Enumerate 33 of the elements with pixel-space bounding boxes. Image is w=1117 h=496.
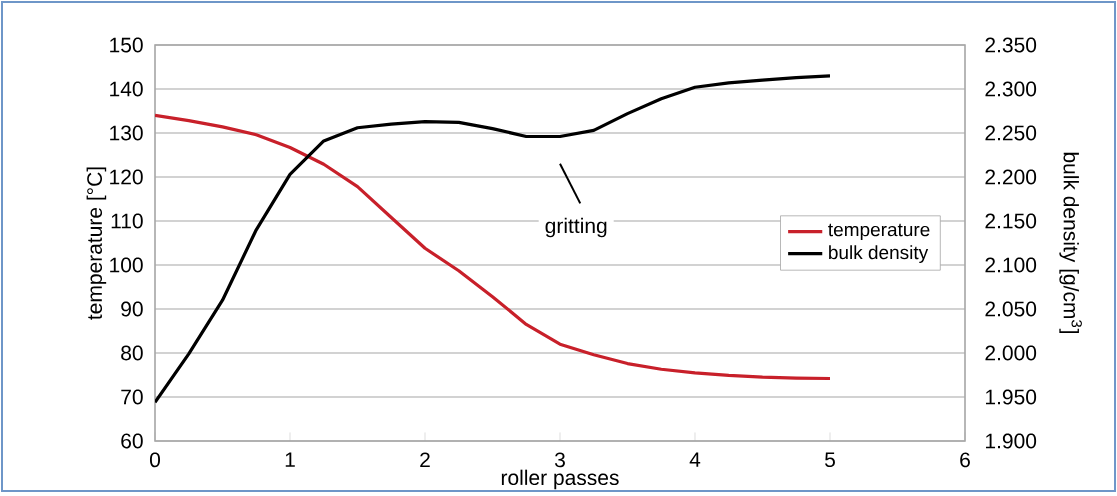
y-tick-label: 90 — [121, 301, 143, 317]
x-tick-label: 5 — [825, 452, 835, 467]
legend-label: temperature — [828, 223, 930, 240]
y-tick-label: 70 — [121, 389, 143, 405]
annotation: gritting — [545, 217, 607, 238]
y2-tick-label: 2.350 — [985, 37, 1037, 53]
legend-label: bulk density — [829, 245, 929, 263]
x-axis-title: roller passes — [501, 469, 619, 490]
x-tick-label: 0 — [149, 452, 161, 468]
y2-tick-label: 1.950 — [986, 389, 1037, 405]
y2-tick-label: 2.000 — [985, 345, 1037, 361]
y-tick-label: 120 — [110, 169, 143, 185]
y-tick-label: 110 — [111, 213, 143, 229]
x-tick-label: 6 — [960, 452, 970, 468]
y-tick-label: 130 — [110, 125, 143, 141]
y-tick-label: 140 — [110, 81, 143, 97]
x-tick-label: 1 — [285, 452, 295, 467]
y-tick-label: 60 — [121, 433, 143, 449]
y2-tick-label: 2.200 — [985, 169, 1037, 185]
y-axis-title: temperature [°C] — [86, 167, 107, 320]
y2-tick-label: 2.250 — [985, 125, 1037, 141]
x-tick-label: 2 — [420, 452, 430, 467]
y2-tick-label: 2.150 — [985, 213, 1037, 229]
x-tick-label: 3 — [554, 452, 565, 468]
y2-axis-title: bulk density [g/cm$^{3}$] — [1059, 152, 1082, 333]
y-tick-label: 100 — [110, 257, 143, 273]
y2-tick-label: 2.100 — [985, 257, 1037, 273]
y2-tick-label: 2.050 — [985, 301, 1037, 317]
y2-tick-label: 1.900 — [986, 433, 1037, 449]
y-tick-label: 80 — [121, 345, 143, 361]
x-tick-label: 4 — [689, 452, 701, 467]
y2-tick-label: 2.300 — [985, 81, 1037, 97]
y-tick-label: 150 — [110, 37, 143, 53]
